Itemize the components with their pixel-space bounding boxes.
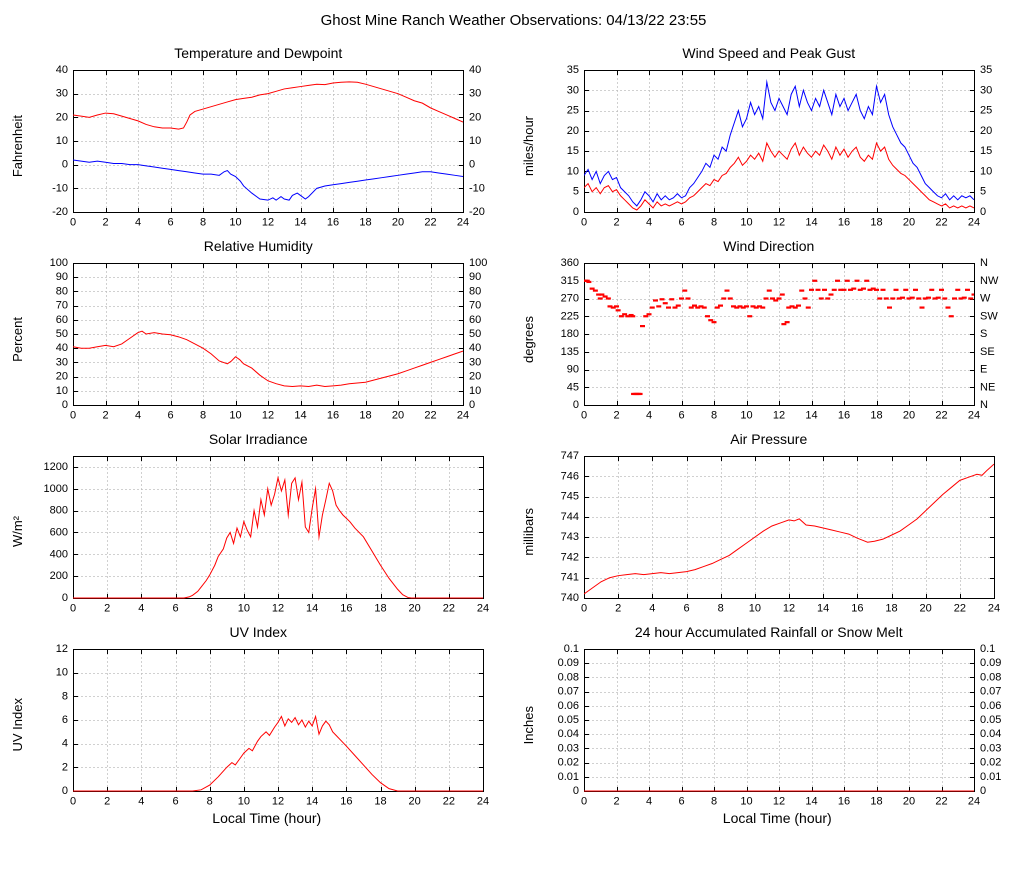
y-axis-label-degrees: degrees [520, 315, 536, 363]
chart-body: miles/hour [521, 62, 1018, 230]
air-pressure-plot [537, 448, 1008, 616]
uv-index-plot [27, 641, 497, 809]
chart-title-relative-humidity: Relative Humidity [203, 238, 313, 254]
x-axis-label-local-time: Local Time (hour) [212, 810, 322, 826]
temperature-dewpoint-plot [27, 62, 497, 230]
chart-body: Percent [10, 255, 507, 423]
chart-title-wind-direction: Wind Direction [723, 238, 815, 254]
relative-humidity-plot [27, 255, 497, 423]
y-axis-label-percent: Percent [10, 316, 25, 362]
x-axis-label-local-time: Local Time (hour) [722, 810, 832, 826]
chart-wind-direction: Wind Direction degrees [521, 238, 1018, 423]
y-axis-label-watts-per-sqm: W/m² [10, 516, 25, 548]
chart-wind-speed-gust: Wind Speed and Peak Gust miles/hour [521, 45, 1018, 230]
chart-air-pressure: Air Pressure millibars [521, 431, 1018, 616]
chart-title-temperature-dewpoint: Temperature and Dewpoint [174, 45, 343, 61]
chart-body: W/m² [10, 448, 507, 616]
chart-title-solar-irradiance: Solar Irradiance [208, 431, 308, 447]
chart-title-air-pressure: Air Pressure [730, 431, 808, 447]
page-title: Ghost Mine Ranch Weather Observations: 0… [320, 12, 707, 29]
chart-body: Fahrenheit [10, 62, 507, 230]
chart-body: degrees [521, 255, 1018, 423]
rainfall-plot [537, 641, 1008, 809]
chart-solar-irradiance: Solar Irradiance W/m² [10, 431, 507, 616]
y-axis-label-miles-per-hour: miles/hour [520, 116, 536, 176]
wind-direction-plot [537, 255, 1008, 423]
chart-title-rainfall: 24 hour Accumulated Rainfall or Snow Mel… [634, 624, 903, 640]
wind-speed-gust-plot [537, 62, 1008, 230]
y-axis-label-fahrenheit: Fahrenheit [10, 114, 25, 178]
chart-rainfall: 24 hour Accumulated Rainfall or Snow Mel… [521, 624, 1018, 828]
chart-title-wind-speed-gust: Wind Speed and Peak Gust [682, 45, 856, 61]
y-axis-label-uv-index: UV Index [10, 698, 25, 752]
chart-temperature-dewpoint: Temperature and Dewpoint Fahrenheit [10, 45, 507, 230]
chart-body: millibars [521, 448, 1018, 616]
y-axis-label-inches: Inches [520, 705, 536, 745]
chart-uv-index: UV Index UV Index Local Time (hour) [10, 624, 507, 828]
chart-title-uv-index: UV Index [229, 624, 288, 640]
solar-irradiance-plot [27, 448, 497, 616]
chart-body: Inches [521, 641, 1018, 809]
chart-relative-humidity: Relative Humidity Percent [10, 238, 507, 423]
y-axis-label-millibars: millibars [520, 508, 536, 556]
charts-grid: Temperature and Dewpoint Fahrenheit Wind… [10, 45, 1017, 828]
chart-body: UV Index [10, 641, 507, 809]
